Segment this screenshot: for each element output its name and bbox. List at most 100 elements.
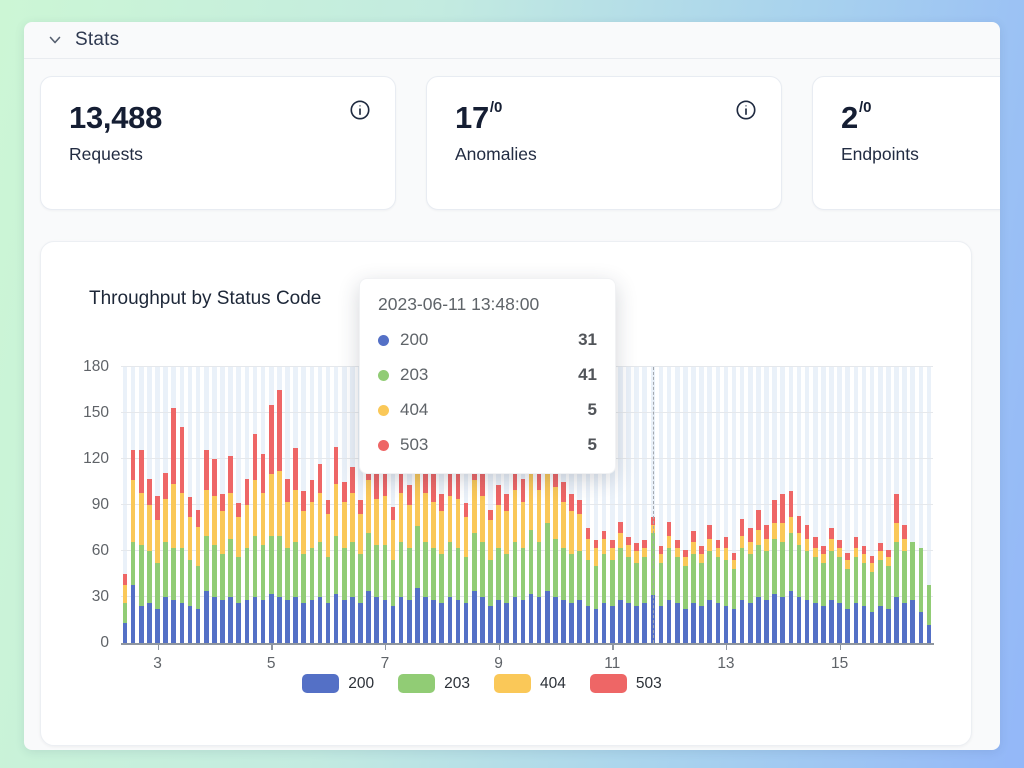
bar-slot: [374, 472, 380, 643]
bar-slot: [455, 463, 461, 643]
bar-slot: [333, 446, 339, 643]
bar-slot: [618, 521, 623, 643]
chart-legend: 200 203 404 503: [24, 674, 947, 693]
bar-slot: [301, 491, 306, 643]
bar-background-band: [756, 367, 761, 643]
bar-slot: [293, 448, 298, 643]
bar-background-band: [699, 367, 704, 643]
legend-swatch-203: [398, 674, 436, 693]
bar-slot: [674, 540, 680, 643]
bar-slot: [342, 482, 347, 643]
bar-slot: [488, 509, 493, 643]
x-tick-mark: [384, 644, 387, 650]
chevron-down-icon[interactable]: [48, 33, 62, 47]
bar-slot: [780, 494, 786, 643]
anomalies-label: Anomalies: [455, 144, 537, 164]
bar-slot: [447, 469, 453, 643]
info-icon[interactable]: [349, 99, 371, 121]
bar-background-band: [609, 367, 615, 643]
bar-slot: [910, 541, 915, 643]
info-icon[interactable]: [735, 99, 757, 121]
bar-slot: [504, 494, 509, 643]
bar-slot: [812, 537, 818, 643]
tooltip-timestamp: 2023-06-11 13:48:00: [378, 294, 540, 314]
bar-slot: [212, 459, 217, 643]
bar-background-band: [861, 367, 867, 643]
stat-cards-row: 13,488 Requests 17 /0 Anomalies: [24, 59, 1000, 210]
bar-slot: [260, 454, 266, 643]
tooltip-row-200: 200 31: [378, 330, 597, 350]
bar-slot: [398, 463, 404, 643]
requests-value: 13,488: [69, 100, 163, 135]
y-tick-label: 0: [100, 634, 109, 651]
x-axis-line: [121, 643, 934, 645]
legend-item-503[interactable]: 503: [589, 674, 662, 693]
bar-slot: [829, 528, 834, 643]
bar-slot: [244, 478, 250, 643]
bar-slot: [463, 503, 469, 643]
series-dot-503: [378, 439, 389, 451]
series-dot-203: [378, 369, 389, 381]
bar-slot: [406, 485, 412, 643]
bar-background-band: [618, 367, 623, 643]
legend-swatch-200: [302, 674, 340, 693]
bar-background-band: [650, 367, 656, 643]
bar-background-band: [821, 367, 826, 643]
bar-slot: [772, 500, 777, 643]
bar-background-band: [634, 367, 639, 643]
bar-background-band: [829, 367, 834, 643]
axis-pointer-line: [652, 367, 654, 643]
series-dot-200: [378, 334, 389, 346]
bar-slot: [358, 500, 363, 643]
bar-slot: [691, 531, 696, 643]
legend-item-200[interactable]: 200: [302, 674, 374, 693]
bar-slot: [788, 491, 794, 643]
bar-slot: [325, 500, 331, 643]
bar-slot: [309, 480, 315, 643]
bar-slot: [228, 455, 233, 643]
legend-item-404[interactable]: 404: [494, 674, 566, 693]
bar-slot: [350, 466, 355, 643]
bar-background-band: [585, 367, 591, 643]
bar-slot: [902, 524, 907, 643]
section-title: Stats: [75, 29, 120, 50]
endpoints-label: Endpoints: [841, 144, 919, 164]
legend-label-203: 203: [444, 674, 470, 692]
tooltip-row-203: 203 41: [378, 365, 597, 385]
bar-slot: [699, 546, 704, 643]
legend-item-203[interactable]: 203: [398, 674, 470, 693]
bar-slot: [886, 549, 891, 643]
bar-background-band: [195, 367, 201, 643]
bar-slot: [236, 503, 242, 643]
grid-line: [121, 550, 933, 551]
bar-slot: [650, 517, 656, 643]
bar-background-band: [666, 367, 672, 643]
y-tick-label: 30: [91, 588, 109, 605]
legend-label-503: 503: [635, 674, 662, 692]
x-tick-label: 13: [717, 655, 735, 672]
bar-slot: [756, 509, 761, 643]
bar-slot: [195, 509, 201, 643]
bar-background-band: [642, 367, 648, 643]
bar-slot: [731, 552, 737, 643]
y-tick-label: 60: [91, 542, 109, 559]
y-tick-label: 180: [83, 358, 109, 375]
x-tick-label: 7: [380, 655, 390, 672]
bar-slot: [577, 500, 583, 643]
x-tick-label: 15: [830, 655, 849, 672]
bar-slot: [658, 546, 664, 643]
bar-slot: [796, 515, 802, 643]
y-tick-label: 90: [91, 496, 109, 513]
bar-slot: [171, 408, 177, 643]
chart-plot-area[interactable]: [121, 366, 933, 643]
bar-slot: [642, 540, 648, 643]
bar-slot: [626, 537, 631, 643]
bar-slot: [764, 524, 769, 643]
bar-slot: [609, 540, 615, 643]
bar-slot: [277, 390, 282, 643]
bar-slot: [203, 449, 209, 643]
bar-slot: [390, 506, 396, 643]
bar-slot: [512, 451, 518, 643]
stats-panel: Stats 13,488 Requests 17 /0 Anomalies: [24, 22, 1000, 750]
legend-label-404: 404: [540, 674, 566, 692]
